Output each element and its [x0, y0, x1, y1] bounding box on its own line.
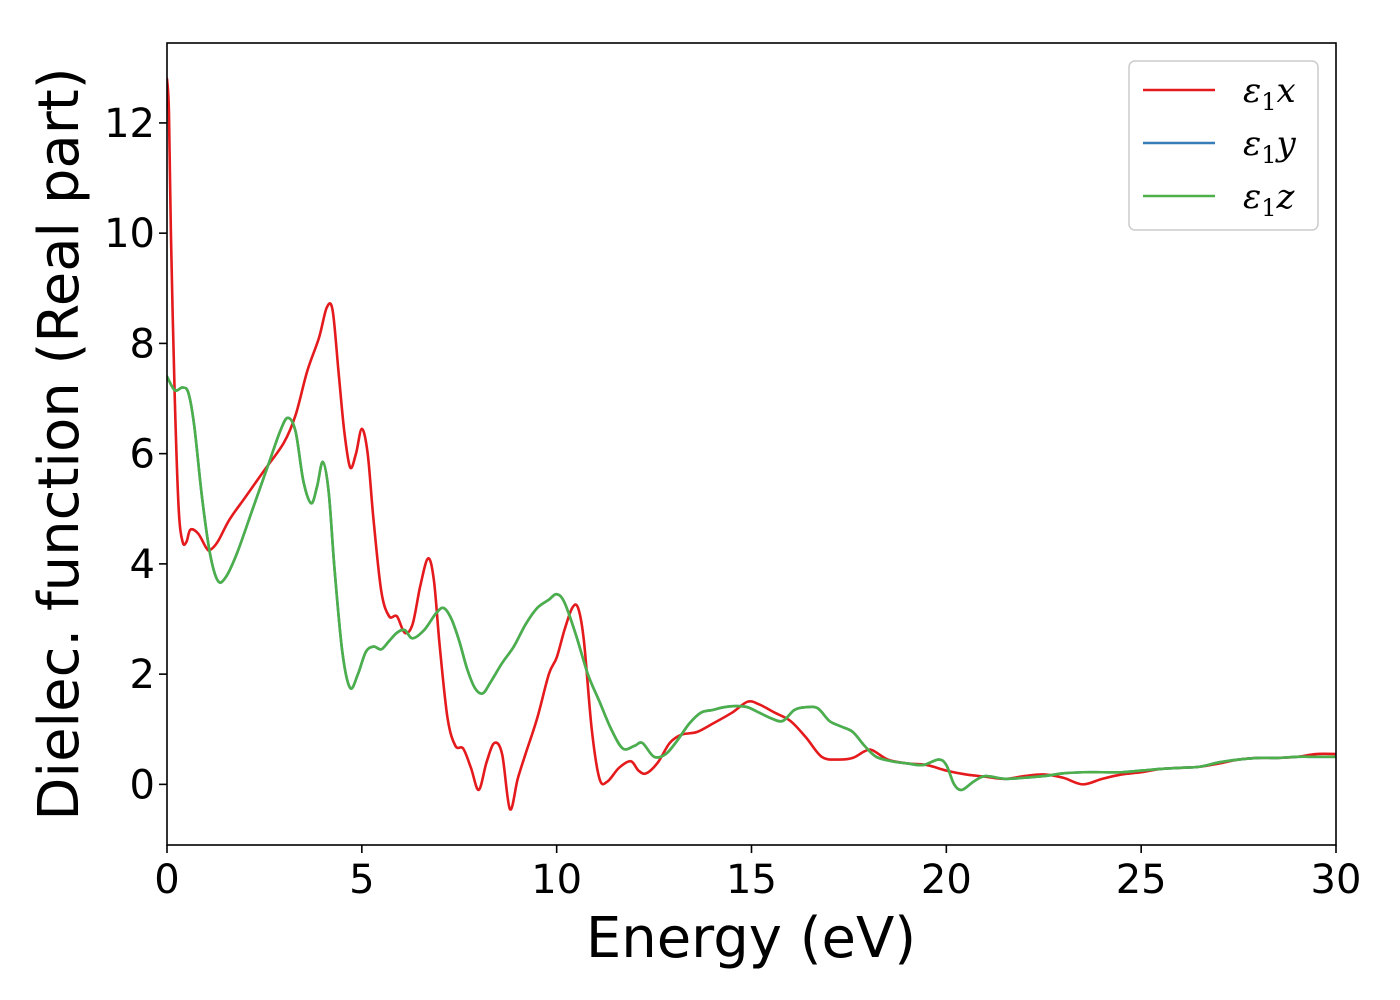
legend-box — [1128, 60, 1319, 231]
y-tick-label: 0 — [130, 762, 155, 808]
x-tick-label: 25 — [1116, 857, 1167, 903]
legend-label-y: ε1y — [1243, 124, 1297, 169]
y-tick-label: 2 — [130, 652, 155, 698]
y-tick-label: 4 — [130, 542, 155, 588]
x-axis-title: Energy (eV) — [586, 906, 916, 971]
y-tick-label: 12 — [104, 101, 155, 147]
series-line-y — [167, 375, 1336, 792]
y-axis-ticks: 0 2 4 6 8 10 12 — [104, 101, 167, 808]
legend-label-x: ε1x — [1243, 71, 1296, 116]
legend-label-z: ε1z — [1243, 177, 1296, 222]
x-tick-label: 5 — [349, 857, 374, 903]
x-tick-label: 15 — [726, 857, 777, 903]
x-tick-label: 20 — [921, 857, 972, 903]
y-tick-label: 10 — [104, 211, 155, 257]
y-axis-title: Dielec. function (Real part) — [27, 67, 92, 820]
x-tick-label: 10 — [531, 857, 582, 903]
legend: ε1x ε1y ε1z — [1128, 60, 1319, 231]
x-tick-label: 0 — [154, 857, 179, 903]
series-layer — [167, 77, 1336, 811]
x-tick-label: 30 — [1311, 857, 1362, 903]
series-line-z — [167, 375, 1336, 792]
x-axis-ticks: 0 5 10 15 20 25 30 — [154, 845, 1361, 903]
y-tick-label: 6 — [130, 432, 155, 478]
y-tick-label: 8 — [130, 321, 155, 367]
